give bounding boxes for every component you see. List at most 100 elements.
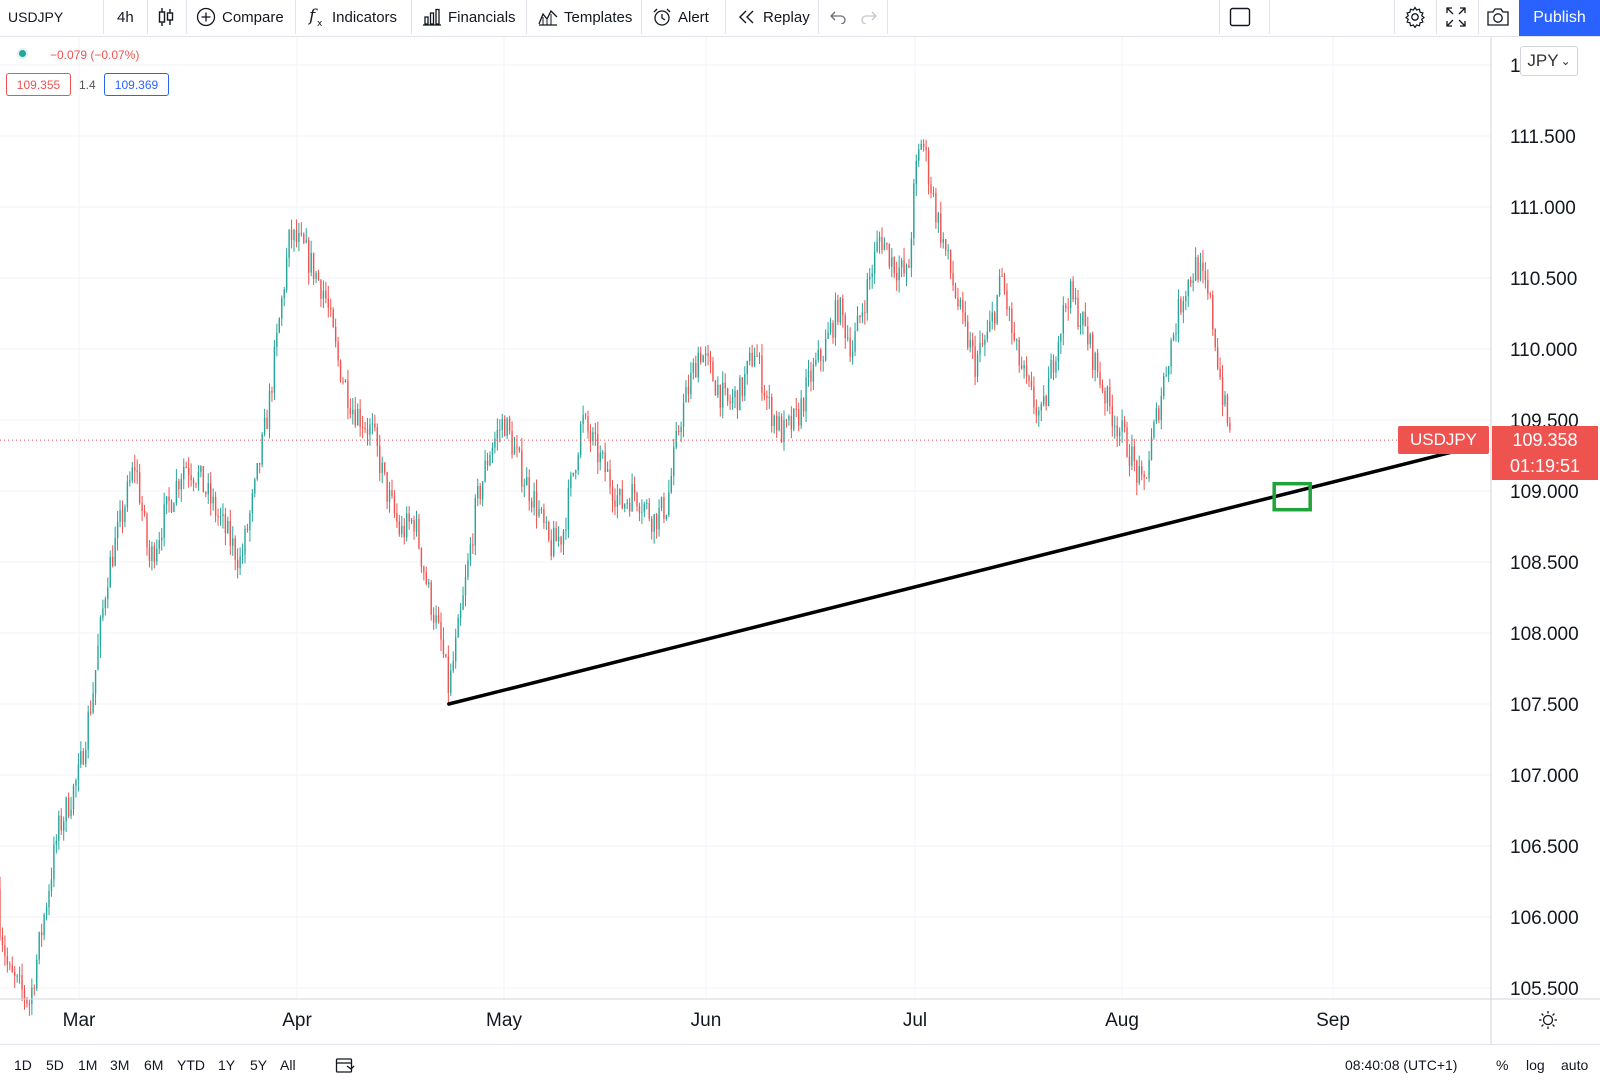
interval-button[interactable]: 4h: [117, 0, 134, 34]
candle-body: [151, 546, 153, 561]
percent-scale-toggle[interactable]: %: [1496, 1056, 1509, 1073]
log-scale-toggle[interactable]: log: [1526, 1056, 1545, 1073]
candle-body: [660, 497, 663, 508]
candle-body: [562, 530, 565, 545]
candle-body: [1209, 293, 1211, 295]
sell-price-button[interactable]: 109.355: [6, 73, 71, 96]
candle-body: [386, 472, 388, 502]
candle-body: [849, 337, 851, 357]
candle-body: [597, 433, 599, 463]
goto-date-button[interactable]: [335, 1045, 355, 1083]
candle-body: [560, 536, 562, 545]
candle-body: [1212, 294, 1214, 330]
candle-body: [543, 509, 545, 523]
candle-body: [981, 343, 984, 345]
chart-type-button[interactable]: [157, 0, 181, 34]
clock[interactable]: 08:40:08 (UTC+1): [1345, 1056, 1458, 1073]
candle-body: [72, 785, 75, 810]
candle-body: [391, 490, 393, 496]
candle-body: [746, 361, 748, 375]
buy-price-button[interactable]: 109.369: [104, 73, 169, 96]
candle-body: [898, 267, 900, 281]
alert-button[interactable]: Alert: [652, 0, 709, 34]
candle-body: [415, 519, 418, 532]
price-tick-label: 111.000: [1510, 198, 1576, 219]
market-status-dot[interactable]: [17, 48, 28, 59]
candle-body: [85, 749, 87, 765]
candle-body: [518, 447, 521, 451]
candle-body: [952, 273, 954, 286]
price-chart[interactable]: 105.500 106.000 106.500 107.000 107.500 108.0…: [0, 37, 1600, 1044]
layout-button[interactable]: [1229, 0, 1257, 34]
candlestick-icon: [158, 8, 174, 26]
candle-body: [23, 989, 26, 1000]
chevron-down-icon: ⌄: [1560, 54, 1571, 68]
range-button-6m[interactable]: 6M: [144, 1056, 164, 1073]
candle-body: [121, 509, 124, 522]
trendline-drawing[interactable]: [447, 449, 1458, 706]
range-button-all[interactable]: All: [280, 1056, 296, 1073]
candle-body: [293, 230, 295, 240]
candle-body: [354, 409, 356, 426]
candle-body: [604, 452, 606, 472]
candle-body: [704, 353, 707, 356]
price-axis[interactable]: 105.500 106.000 106.500 107.000 107.500 108.0…: [1510, 56, 1579, 1000]
range-button-5d[interactable]: 5D: [46, 1056, 64, 1073]
snapshot-button[interactable]: [1486, 0, 1516, 34]
candle-body: [236, 560, 239, 569]
symbol-search-button[interactable]: USDJPY: [8, 0, 63, 34]
candle-body: [695, 362, 697, 378]
candle-body: [878, 236, 881, 242]
candle-body: [276, 332, 278, 347]
toolbar-divider: [1436, 0, 1437, 34]
undo-button[interactable]: [829, 0, 853, 34]
candle-body: [1118, 431, 1121, 437]
candle-body: [192, 480, 195, 484]
candle-body: [1136, 461, 1138, 483]
axis-settings-button[interactable]: [1539, 1011, 1557, 1029]
range-button-5y[interactable]: 5Y: [250, 1056, 268, 1073]
currency-button[interactable]: JPY ⌄: [1520, 46, 1578, 76]
range-button-1m[interactable]: 1M: [78, 1056, 98, 1073]
candle-body: [528, 477, 530, 502]
publish-button[interactable]: Publish: [1519, 0, 1600, 36]
candle-body: [320, 280, 322, 299]
candle-body: [474, 498, 476, 546]
candle-body: [312, 253, 315, 279]
candle-body: [971, 340, 974, 347]
candle-body: [1003, 276, 1006, 291]
candle-body: [986, 331, 989, 340]
auto-scale-toggle[interactable]: auto: [1561, 1056, 1589, 1073]
candle-body: [200, 466, 202, 473]
time-tick-label: Sep: [1316, 1010, 1350, 1031]
range-button-1y[interactable]: 1Y: [218, 1056, 236, 1073]
toolbar-divider: [818, 0, 819, 34]
range-button-ytd[interactable]: YTD: [177, 1056, 205, 1073]
redo-button[interactable]: [860, 0, 884, 34]
candle-body: [1008, 308, 1011, 310]
candle-body: [38, 932, 40, 960]
candle-body: [925, 146, 927, 151]
settings-button[interactable]: [1404, 0, 1432, 34]
fullscreen-button[interactable]: [1446, 0, 1472, 34]
range-button-3m[interactable]: 3M: [110, 1056, 130, 1073]
range-button-1d[interactable]: 1D: [14, 1056, 32, 1073]
candle-body: [1072, 281, 1074, 300]
candle-body: [1018, 339, 1020, 366]
compare-button[interactable]: Compare: [196, 0, 284, 34]
candle-body: [241, 554, 244, 557]
price-tick-label: 108.000: [1510, 624, 1579, 645]
candle-body: [63, 821, 65, 831]
candle-body: [959, 299, 962, 307]
replay-button[interactable]: Replay: [737, 0, 810, 34]
candle-body: [254, 479, 256, 494]
candle-body: [663, 497, 665, 519]
time-axis[interactable]: Mar Apr May Jun Jul Aug Sep: [63, 1010, 1350, 1031]
highlight-box-drawing[interactable]: [1272, 481, 1312, 512]
candle-body: [869, 276, 871, 280]
financials-button[interactable]: Financials: [422, 0, 516, 34]
candle-body: [1155, 408, 1158, 422]
candle-body: [48, 891, 50, 908]
templates-button[interactable]: Templates: [538, 0, 632, 34]
